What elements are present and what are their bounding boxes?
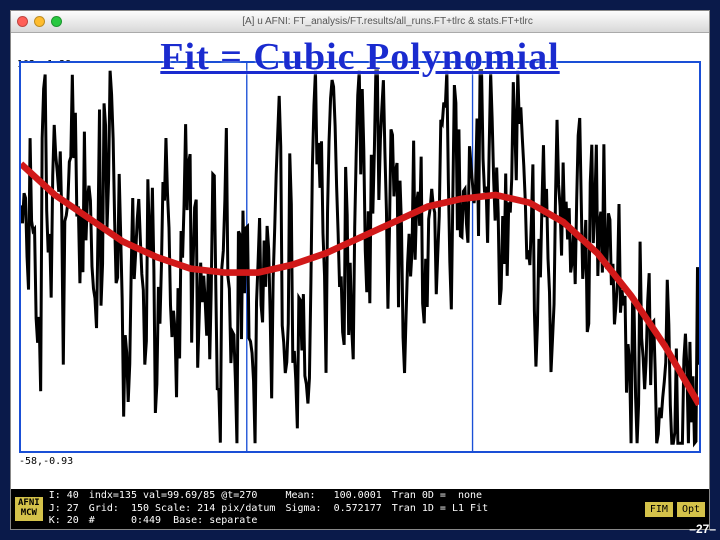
app-window: [A] u AFNI: FT_analysis/FT.results/all_r…: [10, 10, 710, 530]
fim-button[interactable]: FIM: [645, 502, 673, 517]
timeseries-plot[interactable]: [19, 61, 701, 453]
status-buttons: FIM Opt: [645, 502, 705, 517]
fit-headline: Fit = Cubic Polynomial: [160, 35, 559, 79]
close-icon[interactable]: [17, 16, 28, 27]
minimize-icon[interactable]: [34, 16, 45, 27]
plot-region: 102,-1.28[+1.09/46] Fit = Cubic Polynomi…: [11, 33, 709, 489]
window-title: [A] u AFNI: FT_analysis/FT.results/all_r…: [72, 16, 703, 27]
titlebar: [A] u AFNI: FT_analysis/FT.results/all_r…: [11, 11, 709, 33]
status-col-ijk: I: 40J: 27K: 20: [49, 490, 79, 528]
status-col-index: indx=135 val=99.69/85 @t=270Grid: 150 Sc…: [89, 490, 276, 528]
window-controls: [17, 16, 62, 27]
maximize-icon[interactable]: [51, 16, 62, 27]
afni-badge: AFNIMCW: [15, 497, 43, 521]
status-columns: I: 40J: 27K: 20 indx=135 val=99.69/85 @t…: [49, 490, 488, 528]
coord-readout-bottom: -58,-0.93: [19, 456, 73, 467]
status-col-stats: Mean: 100.0001Sigma: 0.572177: [285, 490, 381, 528]
status-col-tran: Tran 0D = noneTran 1D = L1 Fit: [392, 490, 488, 528]
status-bar: AFNIMCW I: 40J: 27K: 20 indx=135 val=99.…: [11, 489, 709, 529]
plot-svg: [21, 63, 699, 451]
opt-button[interactable]: Opt: [677, 502, 705, 517]
slide-number: –27–: [689, 522, 716, 536]
